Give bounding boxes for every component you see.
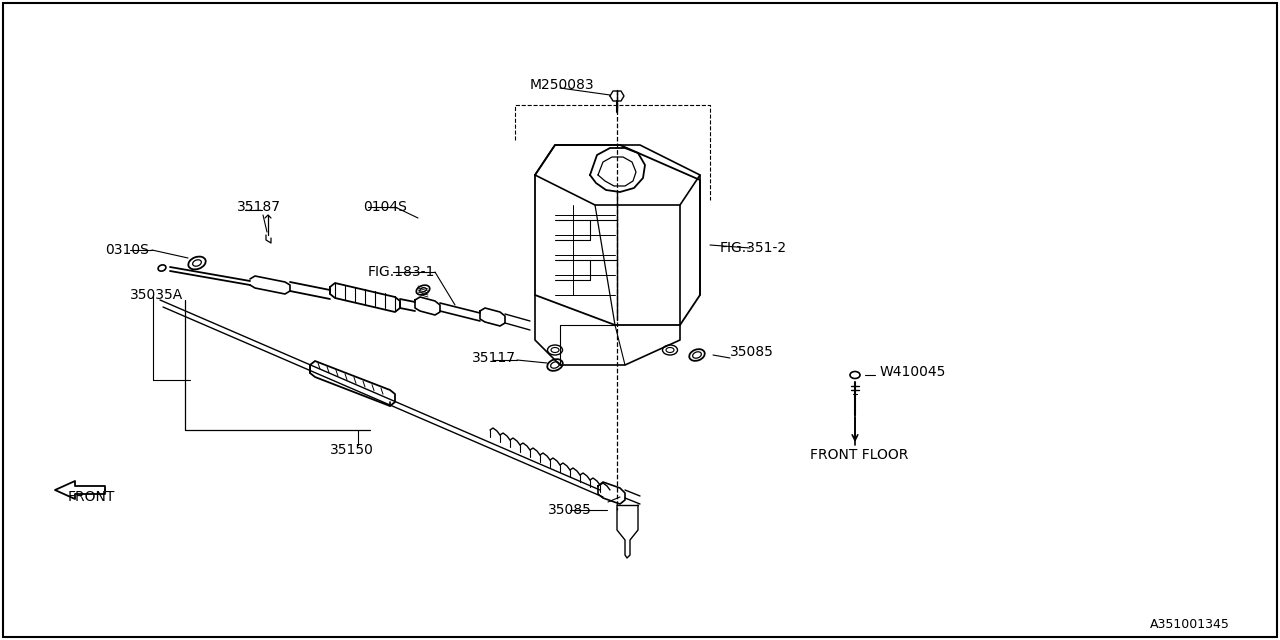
Text: FRONT FLOOR: FRONT FLOOR — [810, 448, 909, 462]
Text: A351001345: A351001345 — [1149, 618, 1230, 632]
Text: M250083: M250083 — [530, 78, 595, 92]
Text: W410045: W410045 — [881, 365, 946, 379]
Text: FIG.351-2: FIG.351-2 — [721, 241, 787, 255]
Text: 35085: 35085 — [548, 503, 591, 517]
Text: 0310S: 0310S — [105, 243, 148, 257]
Text: 35150: 35150 — [330, 443, 374, 457]
Text: FRONT: FRONT — [68, 490, 115, 504]
Text: FIG.183-1: FIG.183-1 — [369, 265, 435, 279]
Text: 35035A: 35035A — [131, 288, 183, 302]
Text: 35187: 35187 — [237, 200, 282, 214]
Text: 35117: 35117 — [472, 351, 516, 365]
Text: 0104S: 0104S — [364, 200, 407, 214]
Text: 35085: 35085 — [730, 345, 774, 359]
